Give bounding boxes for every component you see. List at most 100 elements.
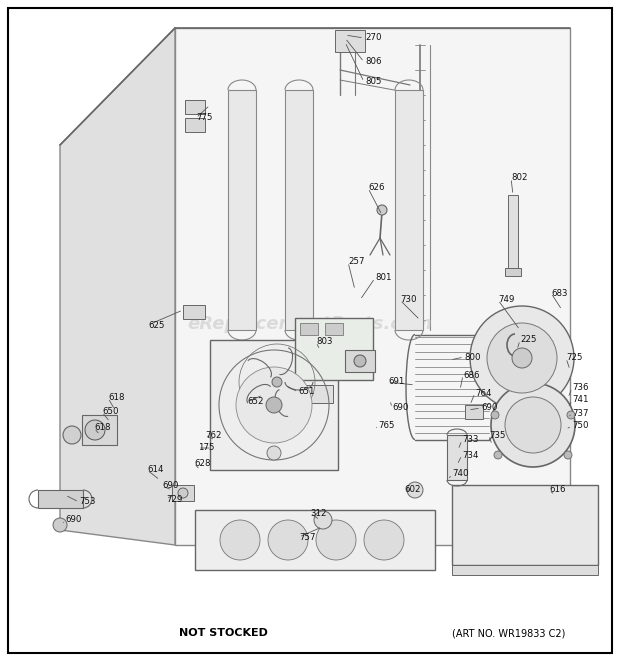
Bar xyxy=(452,565,598,575)
Bar xyxy=(350,355,365,365)
Bar xyxy=(295,318,373,380)
Text: 618: 618 xyxy=(94,424,110,432)
Text: 734: 734 xyxy=(462,451,479,459)
Text: 616: 616 xyxy=(549,485,565,494)
Text: 175: 175 xyxy=(198,444,215,453)
Bar xyxy=(345,350,375,372)
Text: 686: 686 xyxy=(463,371,479,379)
Text: 690: 690 xyxy=(392,403,409,412)
Circle shape xyxy=(470,306,574,410)
Bar xyxy=(285,90,313,330)
Circle shape xyxy=(494,451,502,459)
Circle shape xyxy=(567,411,575,419)
Circle shape xyxy=(316,520,356,560)
Circle shape xyxy=(407,482,423,498)
Text: 270: 270 xyxy=(365,34,381,42)
Text: (ART NO. WR19833 C2): (ART NO. WR19833 C2) xyxy=(452,628,565,638)
Text: 733: 733 xyxy=(462,436,479,444)
Bar xyxy=(298,385,333,403)
Text: 762: 762 xyxy=(205,430,221,440)
Bar xyxy=(505,268,521,276)
Text: 775: 775 xyxy=(196,114,213,122)
Bar xyxy=(325,323,343,335)
Text: 257: 257 xyxy=(348,258,365,266)
Circle shape xyxy=(377,205,387,215)
Circle shape xyxy=(267,446,281,460)
Bar xyxy=(508,195,518,270)
Text: 765: 765 xyxy=(378,420,394,430)
Text: 741: 741 xyxy=(572,395,588,405)
Polygon shape xyxy=(452,485,598,565)
Circle shape xyxy=(487,323,557,393)
Circle shape xyxy=(266,397,282,413)
Text: 650: 650 xyxy=(102,407,118,416)
Circle shape xyxy=(53,518,67,532)
Text: 750: 750 xyxy=(572,422,588,430)
Text: 806: 806 xyxy=(365,58,381,67)
Circle shape xyxy=(63,426,81,444)
Circle shape xyxy=(314,511,332,529)
Text: 312: 312 xyxy=(310,508,327,518)
Text: 749: 749 xyxy=(498,295,515,305)
Text: 801: 801 xyxy=(375,274,391,282)
Polygon shape xyxy=(210,340,338,470)
Circle shape xyxy=(512,348,532,368)
Circle shape xyxy=(491,411,499,419)
Circle shape xyxy=(236,367,312,443)
Text: NOT STOCKED: NOT STOCKED xyxy=(179,628,268,638)
Text: 690: 690 xyxy=(65,516,81,524)
Text: 618: 618 xyxy=(108,393,125,403)
Text: 691: 691 xyxy=(388,377,404,387)
Text: 725: 725 xyxy=(566,354,583,362)
Bar xyxy=(185,100,205,114)
Text: 753: 753 xyxy=(79,498,95,506)
Text: 683: 683 xyxy=(551,288,567,297)
Text: 628: 628 xyxy=(194,459,211,467)
Polygon shape xyxy=(60,28,175,545)
Bar xyxy=(183,305,205,319)
Circle shape xyxy=(85,420,105,440)
Text: 651: 651 xyxy=(298,387,314,397)
Circle shape xyxy=(268,520,308,560)
Text: 626: 626 xyxy=(368,184,384,192)
Text: 690: 690 xyxy=(162,481,179,490)
Circle shape xyxy=(564,451,572,459)
Text: 802: 802 xyxy=(511,173,528,182)
Bar xyxy=(38,490,83,508)
Bar xyxy=(82,415,117,445)
Text: 740: 740 xyxy=(452,469,469,479)
Bar xyxy=(185,118,205,132)
Polygon shape xyxy=(175,28,570,545)
Text: 602: 602 xyxy=(404,485,420,494)
Text: 803: 803 xyxy=(316,338,332,346)
Bar xyxy=(395,90,423,330)
Circle shape xyxy=(505,397,561,453)
Circle shape xyxy=(364,520,404,560)
Text: 737: 737 xyxy=(572,408,588,418)
Text: 690: 690 xyxy=(481,403,497,412)
Circle shape xyxy=(220,520,260,560)
Bar xyxy=(447,435,467,480)
Text: 805: 805 xyxy=(365,77,381,87)
Circle shape xyxy=(354,355,366,367)
Bar xyxy=(228,90,256,330)
Text: 730: 730 xyxy=(400,295,417,305)
Bar xyxy=(300,323,318,335)
Circle shape xyxy=(491,383,575,467)
Bar xyxy=(172,485,194,501)
Polygon shape xyxy=(195,510,435,570)
Text: eReplacementParts.com: eReplacementParts.com xyxy=(187,315,433,333)
Text: 757: 757 xyxy=(299,533,316,541)
Text: 800: 800 xyxy=(464,352,480,362)
Text: 652: 652 xyxy=(247,397,264,407)
Text: 225: 225 xyxy=(520,336,536,344)
Circle shape xyxy=(178,488,188,498)
Text: 614: 614 xyxy=(147,465,164,475)
Text: 729: 729 xyxy=(166,494,182,504)
Text: 625: 625 xyxy=(148,321,164,329)
Text: 736: 736 xyxy=(572,383,588,393)
Text: 735: 735 xyxy=(489,430,505,440)
Bar xyxy=(465,405,483,419)
Text: 764: 764 xyxy=(475,389,492,397)
Circle shape xyxy=(272,377,282,387)
